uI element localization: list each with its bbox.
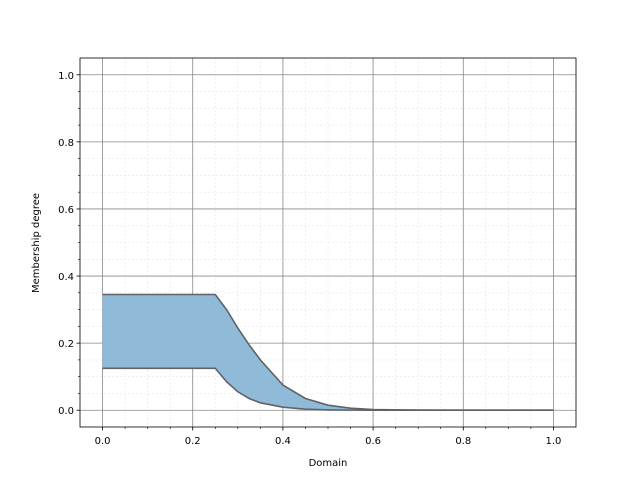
membership-line — [102, 367, 554, 412]
y-tick-label: 0.6 — [58, 205, 74, 216]
x-tick-label: 0.6 — [365, 436, 381, 447]
x-tick-label: 0.2 — [185, 436, 201, 447]
y-tick-label: 0.4 — [58, 272, 74, 283]
y-tick-label: 0.8 — [58, 138, 74, 149]
x-tick-label: 0.8 — [455, 436, 471, 447]
x-tick-label: 0.0 — [95, 436, 111, 447]
y-tick-label: 1.0 — [58, 71, 74, 82]
y-axis-label: Membership degree — [31, 193, 42, 293]
y-tick-label: 0.0 — [58, 406, 74, 417]
band-fill — [102, 294, 554, 411]
y-tick-label: 0.2 — [58, 339, 74, 350]
x-tick-label: 0.4 — [275, 436, 291, 447]
x-axis-label: Domain — [309, 458, 348, 469]
plot-frame — [79, 57, 577, 428]
x-tick-label: 1.0 — [546, 436, 562, 447]
